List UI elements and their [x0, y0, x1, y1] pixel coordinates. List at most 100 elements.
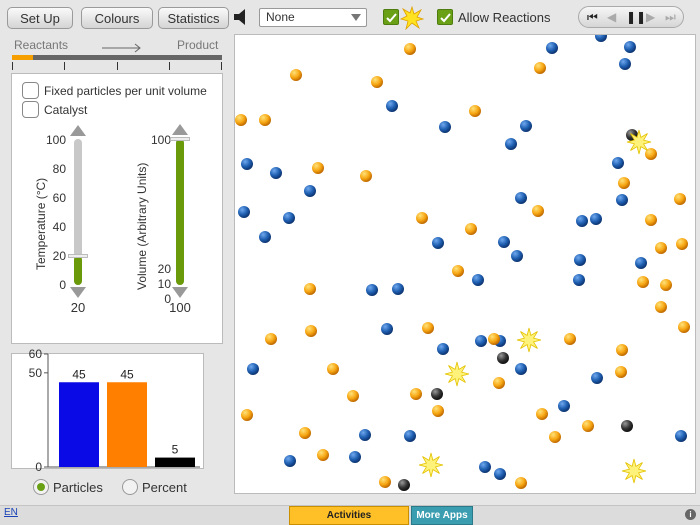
- fixed-particles-checkbox[interactable]: [22, 82, 39, 99]
- language-link[interactable]: EN: [4, 507, 18, 518]
- volume-handle[interactable]: [170, 137, 190, 141]
- orange-particle: [660, 279, 672, 291]
- orange-particle: [678, 321, 690, 333]
- orange-particle: [469, 105, 481, 117]
- orange-particle: [317, 449, 329, 461]
- bar-black: [155, 457, 195, 467]
- temperature-up-arrow[interactable]: [70, 125, 86, 136]
- pause-icon[interactable]: ❚❚: [626, 10, 647, 24]
- orange-particle: [290, 69, 302, 81]
- percent-label[interactable]: Percent: [142, 480, 187, 495]
- blue-particle: [366, 284, 378, 296]
- temperature-tick: 60: [52, 191, 66, 205]
- catalyst-label[interactable]: Catalyst: [44, 103, 88, 117]
- chevron-down-icon: [351, 14, 361, 21]
- blue-particle: [404, 430, 416, 442]
- reaction-progress-fill: [12, 55, 33, 60]
- blue-particle: [439, 121, 451, 133]
- blue-particle: [515, 192, 527, 204]
- blue-particle: [270, 167, 282, 179]
- volume-down-arrow[interactable]: [172, 287, 188, 298]
- reactions-checkbox[interactable]: [383, 9, 399, 25]
- allow-reactions-label[interactable]: Allow Reactions: [458, 10, 551, 25]
- arrow-right-icon: [102, 40, 142, 58]
- allow-reactions-checkbox[interactable]: [437, 9, 453, 25]
- reaction-progress-track: [12, 55, 222, 60]
- catalyst-checkbox[interactable]: [22, 101, 39, 118]
- black-particle: [398, 479, 410, 491]
- blue-particle: [349, 451, 361, 463]
- particles-radio[interactable]: [33, 479, 49, 495]
- progress-tick: [12, 62, 13, 70]
- orange-particle: [371, 76, 383, 88]
- orange-particle: [655, 242, 667, 254]
- orange-particle: [536, 408, 548, 420]
- info-icon[interactable]: i: [685, 509, 696, 520]
- bar-value-label: 45: [120, 367, 134, 381]
- temperature-tick: 40: [52, 220, 66, 234]
- temperature-value: 20: [70, 300, 86, 315]
- step-back-icon[interactable]: ◀: [607, 10, 617, 24]
- blue-particle: [573, 274, 585, 286]
- percent-radio[interactable]: [122, 479, 138, 495]
- skip-back-icon[interactable]: ⏮: [587, 10, 598, 24]
- fixed-particles-label[interactable]: Fixed particles per unit volume: [44, 84, 207, 98]
- setup-button[interactable]: Set Up: [7, 7, 73, 29]
- reaction-star-icon: [399, 5, 425, 35]
- collision-star-icon: [444, 361, 470, 387]
- orange-particle: [465, 223, 477, 235]
- temperature-tick: 20: [52, 249, 66, 263]
- orange-particle: [410, 388, 422, 400]
- blue-particle: [494, 468, 506, 480]
- volume-up-arrow[interactable]: [172, 124, 188, 135]
- y-tick-label: 50: [29, 366, 43, 380]
- blue-particle: [591, 372, 603, 384]
- orange-particle: [637, 276, 649, 288]
- tab-more-apps[interactable]: More Apps: [411, 506, 473, 525]
- orange-particle: [432, 405, 444, 417]
- blue-particle: [432, 237, 444, 249]
- orange-particle: [235, 114, 247, 126]
- blue-particle: [392, 283, 404, 295]
- blue-particle: [515, 363, 527, 375]
- blue-particle: [259, 231, 271, 243]
- temperature-down-arrow[interactable]: [70, 287, 86, 298]
- orange-particle: [615, 366, 627, 378]
- volume-tick: 20: [157, 262, 171, 276]
- temperature-track[interactable]: [74, 139, 82, 285]
- blue-particle: [359, 429, 371, 441]
- blue-particle: [247, 363, 259, 375]
- particles-label[interactable]: Particles: [53, 480, 103, 495]
- temperature-fill: [74, 256, 82, 285]
- temperature-tick: 0: [59, 278, 66, 292]
- blue-particle: [616, 194, 628, 206]
- reaction-dropdown[interactable]: None: [259, 8, 367, 27]
- y-tick-label: 60: [29, 347, 43, 361]
- blue-particle: [284, 455, 296, 467]
- playback-controls: ⏮ ◀ ❚❚ ▶ ⏭: [578, 6, 684, 28]
- colours-button[interactable]: Colours: [81, 7, 153, 29]
- speaker-icon[interactable]: [234, 8, 248, 26]
- collision-star-icon: [626, 129, 652, 155]
- blue-particle: [520, 120, 532, 132]
- blue-particle: [381, 323, 393, 335]
- statistics-button[interactable]: Statistics: [158, 7, 229, 29]
- progress-tick: [117, 62, 118, 70]
- black-particle: [621, 420, 633, 432]
- reactants-label: Reactants: [14, 38, 69, 52]
- skip-forward-icon[interactable]: ⏭: [665, 10, 676, 24]
- blue-particle: [437, 343, 449, 355]
- temperature-handle[interactable]: [68, 254, 88, 258]
- temperature-tick: 100: [45, 133, 66, 147]
- volume-tick: 0: [164, 292, 171, 306]
- tab-activities[interactable]: Activities: [289, 506, 409, 525]
- step-forward-icon[interactable]: ▶: [646, 10, 656, 24]
- particle-arena: [234, 30, 696, 494]
- orange-particle: [645, 214, 657, 226]
- blue-particle: [475, 335, 487, 347]
- orange-particle: [645, 148, 657, 160]
- blue-particle: [595, 30, 607, 42]
- orange-particle: [327, 363, 339, 375]
- progress-tick: [221, 62, 222, 70]
- blue-particle: [546, 42, 558, 54]
